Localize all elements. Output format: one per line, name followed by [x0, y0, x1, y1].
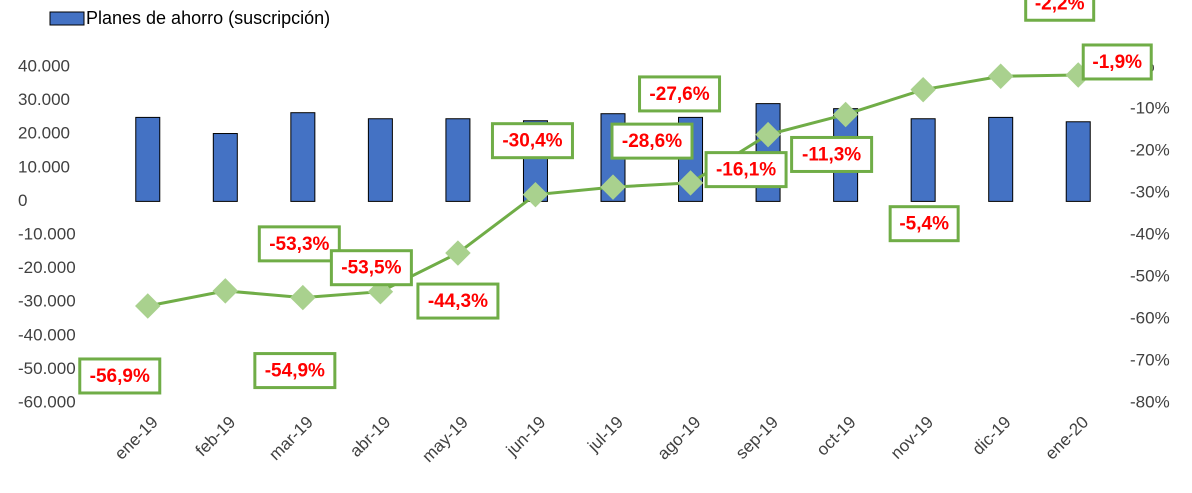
data-label-box	[638, 75, 722, 113]
marker	[910, 76, 936, 103]
x-tick-label: oct-19	[813, 413, 860, 460]
marker	[135, 293, 161, 319]
marker	[212, 278, 239, 304]
data-label-box	[257, 225, 341, 263]
y2-tick-label: -50%	[1130, 266, 1170, 285]
y-tick-label: 20.000	[18, 124, 70, 143]
marker	[832, 101, 859, 128]
x-tick-label: jul-19	[583, 413, 627, 457]
data-label-box	[416, 282, 500, 320]
bar	[212, 133, 238, 202]
bar	[910, 118, 936, 202]
data-label-box	[490, 122, 574, 160]
y2-tick-label: -60%	[1130, 308, 1170, 327]
y-tick-label: 10.000	[18, 157, 70, 176]
data-label-box	[78, 357, 162, 395]
legend-swatch	[49, 11, 85, 26]
marker	[522, 181, 549, 208]
data-label-box	[1024, 0, 1096, 22]
bar	[135, 116, 161, 202]
legend-label: Planes de ahorro (suscripción)	[86, 8, 330, 28]
x-tick-label: ene-20	[1041, 413, 1092, 464]
data-label: -11,3%	[802, 144, 861, 165]
data-label: -56,9%	[90, 366, 150, 387]
data-label: -54,9%	[265, 361, 325, 382]
data-label: -5,4%	[899, 214, 949, 235]
y-tick-label: -50.000	[18, 359, 76, 378]
x-tick-label: ene-19	[111, 413, 162, 464]
x-tick-label: may-19	[418, 413, 472, 467]
data-label: -44,3%	[428, 291, 488, 312]
marker	[987, 63, 1014, 89]
marker	[290, 284, 316, 311]
marker	[677, 170, 704, 196]
x-tick-label: feb-19	[192, 413, 240, 461]
data-label-box	[790, 135, 874, 173]
data-label-box	[329, 249, 413, 287]
bar	[367, 118, 393, 202]
data-label-box	[253, 352, 337, 390]
y-tick-label: 30.000	[18, 90, 70, 109]
data-label-box	[888, 205, 960, 243]
x-tick-label: abr-19	[346, 413, 394, 461]
data-label: -2,2%	[1035, 0, 1085, 14]
marker	[755, 121, 781, 148]
data-label: -53,5%	[341, 258, 401, 279]
data-label-box	[610, 122, 694, 160]
y2-tick-label: -10%	[1130, 98, 1170, 117]
data-label-box	[1081, 43, 1153, 81]
bar	[290, 112, 316, 202]
y-tick-label: -40.000	[18, 325, 76, 344]
data-label: -16,1%	[716, 160, 776, 181]
bar	[445, 118, 471, 202]
data-label-box	[704, 151, 788, 189]
bar	[988, 116, 1014, 202]
x-tick-label: nov-19	[887, 413, 937, 463]
x-tick-label: ago-19	[654, 413, 705, 464]
y2-tick-label: -70%	[1130, 350, 1170, 369]
y2-tick-label: -40%	[1130, 224, 1170, 243]
y-tick-label: -30.000	[18, 292, 76, 311]
marker	[600, 174, 626, 200]
x-tick-label: dic-19	[969, 413, 1015, 459]
bar	[1065, 121, 1091, 202]
y-tick-label: -10.000	[18, 224, 76, 243]
data-label: -28,6%	[622, 131, 682, 152]
x-tick-label: sep-19	[732, 413, 782, 463]
data-label: -30,4%	[502, 131, 562, 152]
y-tick-label: 40.000	[18, 56, 70, 75]
marker	[445, 240, 471, 266]
y-tick-label: -20.000	[18, 258, 76, 277]
data-label: -53,3%	[269, 234, 329, 255]
data-label: -1,9%	[1092, 52, 1142, 73]
y2-tick-label: -20%	[1130, 140, 1170, 159]
y2-tick-label: -80%	[1130, 392, 1170, 411]
data-label: -27,6%	[649, 84, 709, 105]
y-tick-label: -60.000	[18, 392, 76, 411]
y2-tick-label: -30%	[1130, 182, 1170, 201]
x-tick-label: jun-19	[502, 413, 550, 461]
x-tick-label: mar-19	[265, 413, 317, 465]
y-tick-label: 0	[18, 191, 27, 210]
